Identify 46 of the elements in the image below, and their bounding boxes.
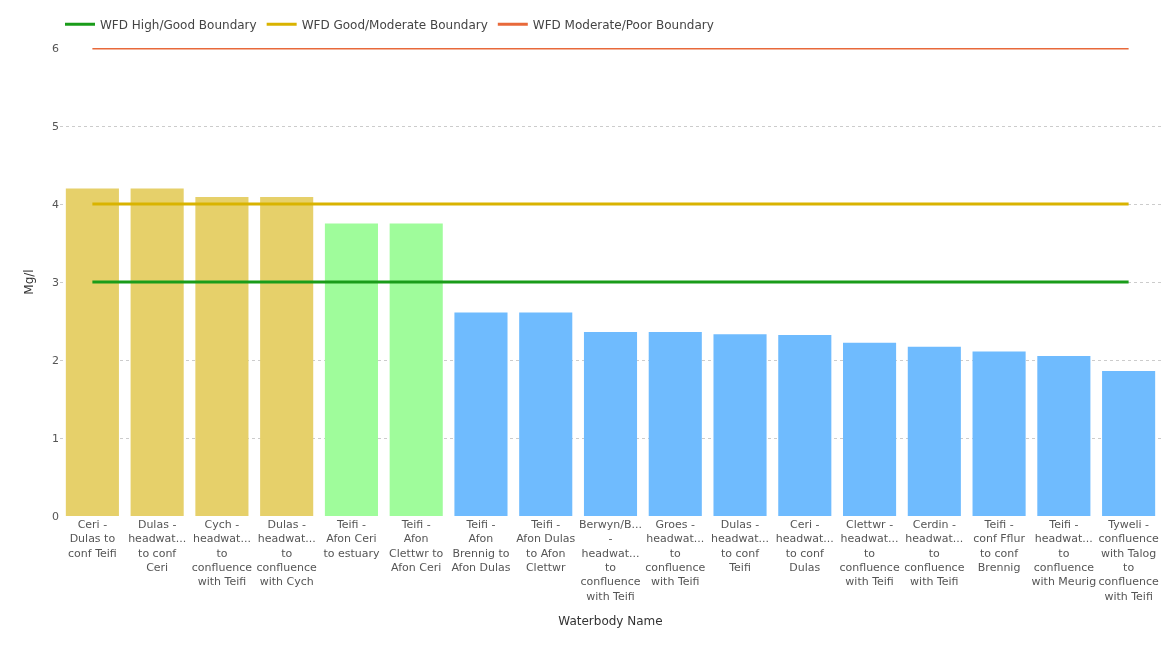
legend-label: WFD High/Good Boundary: [100, 17, 257, 32]
x-tick-label: Dulas - headwat... to confluence with Cych: [256, 518, 318, 589]
x-tick-label: Dulas - headwat... to conf Ceri: [128, 518, 187, 574]
y-tick-label: 2: [52, 353, 59, 367]
bar: [389, 223, 443, 516]
x-axis-title: Waterbody Name: [558, 614, 663, 629]
x-tick-label: Cerdin - headwat... to confluence with Teifi: [904, 518, 965, 589]
bar: [843, 342, 897, 516]
bar: [519, 312, 573, 516]
y-axis-title: Mg/l: [22, 269, 37, 295]
bar: [130, 188, 184, 516]
bar: [65, 188, 119, 516]
bar: [907, 346, 961, 516]
y-tick-label: 6: [52, 41, 59, 55]
x-tick-label: Ceri - Dulas to conf Teifi: [68, 518, 117, 560]
bar: [648, 331, 702, 516]
x-tick-label: Clettwr - headwat... to confluence with Teifi: [839, 518, 900, 589]
x-tick-label: Teifi - Afon Clettwr to Afon Ceri: [389, 518, 444, 574]
y-tick-label: 5: [52, 119, 59, 133]
bar: [1102, 370, 1156, 516]
bar: [778, 335, 832, 516]
legend-label: WFD Moderate/Poor Boundary: [532, 17, 714, 32]
y-tick-label: 0: [52, 509, 59, 523]
x-tick-label: Ceri - headwat... to conf Dulas: [775, 518, 834, 574]
bar: [972, 351, 1026, 516]
x-tick-label: Tyweli - confluence with Talog to confluence with Teifi: [1098, 518, 1159, 603]
x-tick-label: Teifi - Afon Ceri to estuary: [323, 518, 380, 560]
x-tick-label: Groes - headwat... to confluence with Teifi: [645, 518, 706, 589]
bar: [324, 223, 378, 516]
x-tick-label: Teifi - conf Fflur to conf Brennig: [973, 518, 1026, 574]
bar: [1037, 356, 1091, 516]
bar: [454, 312, 508, 516]
x-tick-label: Berwyn/B... - headwat... to confluence with Teifi: [578, 518, 643, 603]
y-tick-label: 4: [52, 197, 59, 211]
legend-label: WFD Good/Moderate Boundary: [301, 17, 488, 32]
bar: [260, 196, 314, 516]
x-tick-label: Teifi - Afon Brennig to Afon Dulas: [451, 518, 511, 574]
bar: [713, 334, 767, 516]
y-tick-label: 3: [52, 275, 59, 289]
bar: [583, 331, 638, 516]
bar: [195, 196, 249, 516]
y-tick-label: 1: [52, 431, 59, 445]
x-tick-label: Teifi - headwat... to confluence with Meurig: [1031, 518, 1097, 589]
x-tick-label: Teifi - Afon Dulas to Afon Clettwr: [516, 518, 576, 574]
x-tick-label: Dulas - headwat... to conf Teifi: [711, 518, 770, 574]
x-tick-label: Cych - headwat... to confluence with Teifi: [191, 518, 253, 589]
